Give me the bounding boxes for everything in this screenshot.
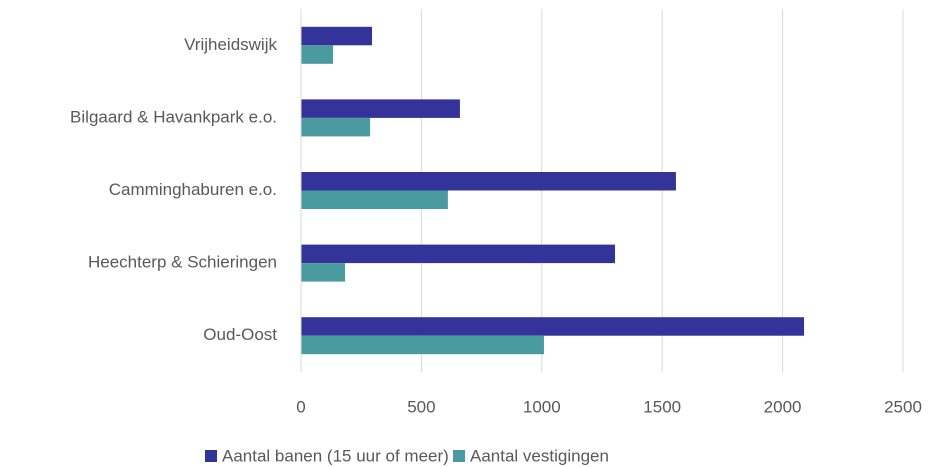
x-tick-label: 2000 [764,397,802,416]
bar [301,335,544,355]
legend-swatch [205,450,217,462]
y-tick-label: Bilgaard & Havankpark e.o. [70,107,277,126]
x-tick-label: 1000 [523,397,561,416]
legend-swatch [453,450,465,462]
bar [301,190,448,209]
x-tick-label: 500 [407,397,435,416]
x-tick-label: 1500 [643,397,681,416]
bar [301,26,373,46]
bar [301,172,676,191]
bar [301,99,460,118]
y-tick-label: Oud-Oost [203,325,277,344]
x-tick-label: 2500 [884,397,922,416]
bar [301,45,334,64]
y-tick-label: Heechterp & Schieringen [88,253,277,272]
bar [301,117,371,137]
bar [301,263,346,282]
legend-label: Aantal banen (15 uur of meer) [222,446,449,465]
y-tick-label: Camminghaburen e.o. [109,180,277,199]
bar [301,317,805,336]
legend-label: Aantal vestigingen [470,446,609,465]
x-tick-label: 0 [296,397,305,416]
y-tick-label: Vrijheidswijk [184,35,277,54]
bar [301,244,616,264]
